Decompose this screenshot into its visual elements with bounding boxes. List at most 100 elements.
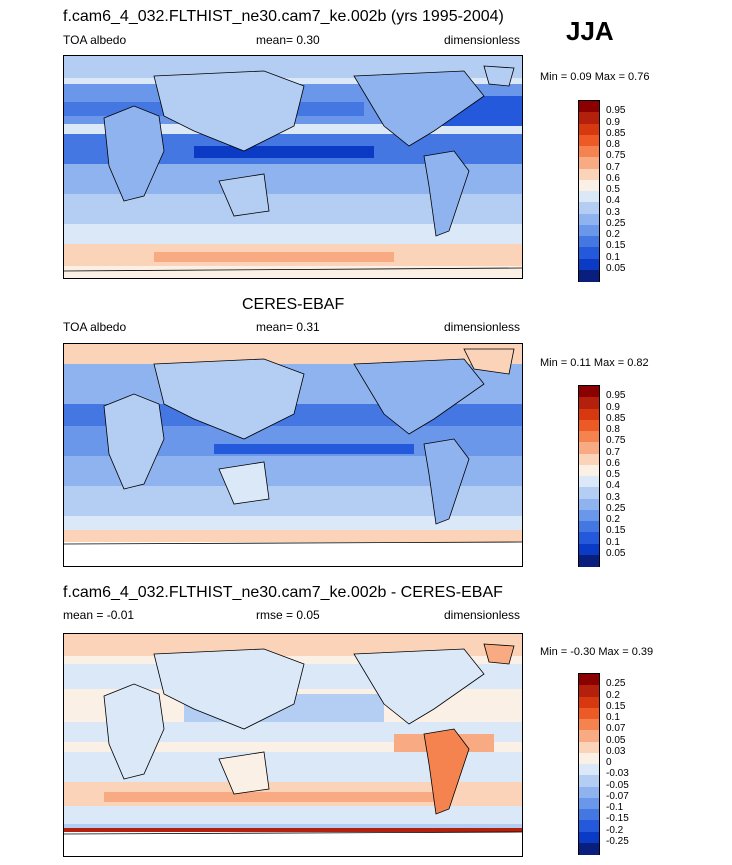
panel-diff-minmax: Min = -0.30 Max = 0.39	[540, 646, 654, 658]
colorbar-cell	[579, 157, 599, 169]
colorbar-cell	[579, 419, 599, 432]
panel-diff-rmse-label: rmse = 0.05	[256, 608, 320, 622]
colorbar-label: 0.9	[606, 116, 620, 128]
panel-model-variable-label: TOA albedo	[63, 33, 127, 47]
panel-diff-title: f.cam6_4_032.FLTHIST_ne30.cam7_ke.002b -…	[63, 584, 503, 601]
colorbar-label: 0.9	[606, 401, 620, 413]
panel-diff-mean-label: mean = -0.01	[63, 608, 135, 622]
panel-model-units-label: dimensionless	[444, 33, 521, 47]
colorbar-cell	[579, 797, 599, 810]
panel-model-colorbar	[578, 100, 600, 282]
panel-obs-colorbar	[578, 385, 600, 567]
panel-diff-colorbar	[578, 673, 600, 855]
colorbar-label: 0.1	[606, 712, 620, 723]
colorbar-label: 0.2	[606, 689, 620, 701]
colorbar-label: 0.95	[606, 105, 626, 117]
panel-obs-mean-label: mean= 0.31	[256, 320, 320, 334]
colorbar-label: -0.25	[606, 835, 629, 847]
panel-obs-map	[63, 343, 523, 567]
colorbar-label: 0.2	[606, 514, 620, 525]
colorbar-label: 0.8	[606, 139, 620, 150]
colorbar-label: 0.8	[606, 424, 620, 435]
panel-obs-units-label: dimensionless	[444, 320, 521, 334]
colorbar-cell	[579, 179, 599, 192]
colorbar-cell	[579, 464, 599, 477]
colorbar-cell	[579, 719, 599, 731]
colorbar-cell	[579, 442, 599, 454]
colorbar-label: 0.1	[606, 536, 620, 548]
colorbar-cell	[579, 134, 599, 147]
colorbar-cell	[579, 213, 599, 226]
colorbar-cell	[579, 741, 599, 754]
season-label: JJA	[566, 16, 614, 46]
colorbar-cell	[579, 168, 599, 181]
colorbar-label: 0.25	[606, 678, 626, 690]
panel-model-mean-label: mean= 0.30	[256, 33, 320, 47]
colorbar-label: 0.75	[606, 150, 626, 162]
colorbar-label: 0.4	[606, 195, 620, 207]
colorbar-label: 0.3	[606, 206, 620, 218]
colorbar-cell	[579, 498, 599, 511]
colorbar-cell	[579, 191, 599, 203]
colorbar-label: 0.2	[606, 229, 620, 240]
panel-obs-title: CERES-EBAF	[242, 296, 345, 313]
colorbar-label: 0.4	[606, 480, 620, 492]
colorbar-cell	[579, 247, 599, 259]
colorbar-cell	[579, 685, 599, 697]
colorbar-cell	[579, 554, 599, 567]
colorbar-cell	[579, 521, 599, 533]
panel-model-map	[63, 55, 523, 279]
panel-diff-map-svg	[64, 634, 522, 856]
colorbar-label: 0	[606, 757, 612, 768]
panel-model-map-svg	[64, 56, 522, 278]
colorbar-label: 0.25	[606, 217, 626, 229]
panel-diff-map	[63, 633, 523, 857]
colorbar-cell	[579, 487, 599, 499]
colorbar-cell	[579, 820, 599, 832]
colorbar-label: 0.3	[606, 491, 620, 503]
colorbar-cell	[579, 543, 599, 556]
panel-diff-units-label: dimensionless	[444, 608, 521, 622]
colorbar-label: 0.05	[606, 734, 626, 746]
panel-model-minmax: Min = 0.09 Max = 0.76	[540, 71, 650, 83]
colorbar-label: -0.05	[606, 779, 629, 791]
colorbar-cell	[579, 842, 599, 855]
colorbar-cell	[579, 532, 599, 544]
colorbar-cell	[579, 269, 599, 282]
colorbar-label: 0.85	[606, 412, 626, 424]
colorbar-cell	[579, 674, 599, 686]
colorbar-label: 0.1	[606, 251, 620, 263]
colorbar-cell	[579, 786, 599, 799]
colorbar-cell	[579, 112, 599, 124]
colorbar-cell	[579, 696, 599, 709]
colorbar-label: -0.07	[606, 790, 629, 802]
colorbar-cell	[579, 397, 599, 409]
colorbar-cell	[579, 386, 599, 398]
panel-obs-variable-label: TOA albedo	[63, 320, 127, 334]
colorbar-label: 0.6	[606, 457, 620, 469]
colorbar-cell	[579, 509, 599, 522]
colorbar-cell	[579, 707, 599, 720]
colorbar-label: -0.15	[606, 813, 629, 825]
colorbar-cell	[579, 408, 599, 421]
panel-model-title: f.cam6_4_032.FLTHIST_ne30.cam7_ke.002b (…	[63, 8, 504, 25]
colorbar-label: 0.5	[606, 184, 620, 195]
colorbar-label: 0.05	[606, 547, 626, 559]
colorbar-cell	[579, 236, 599, 248]
panel-obs-minmax: Min = 0.11 Max = 0.82	[540, 357, 649, 369]
colorbar-label: 0.7	[606, 161, 620, 173]
colorbar-cell	[579, 224, 599, 237]
colorbar-label: 0.95	[606, 390, 626, 402]
colorbar-label: 0.15	[606, 525, 626, 537]
colorbar-label: 0.7	[606, 446, 620, 458]
colorbar-label: 0.07	[606, 723, 626, 735]
colorbar-cell	[579, 258, 599, 271]
colorbar-cell	[579, 476, 599, 488]
colorbar-label: 0.85	[606, 127, 626, 139]
colorbar-label: 0.03	[606, 745, 626, 757]
colorbar-label: -0.2	[606, 824, 624, 836]
panel-obs-map-svg	[64, 344, 522, 566]
colorbar-label: 0.15	[606, 240, 626, 252]
colorbar-cell	[579, 764, 599, 776]
colorbar-cell	[579, 775, 599, 787]
